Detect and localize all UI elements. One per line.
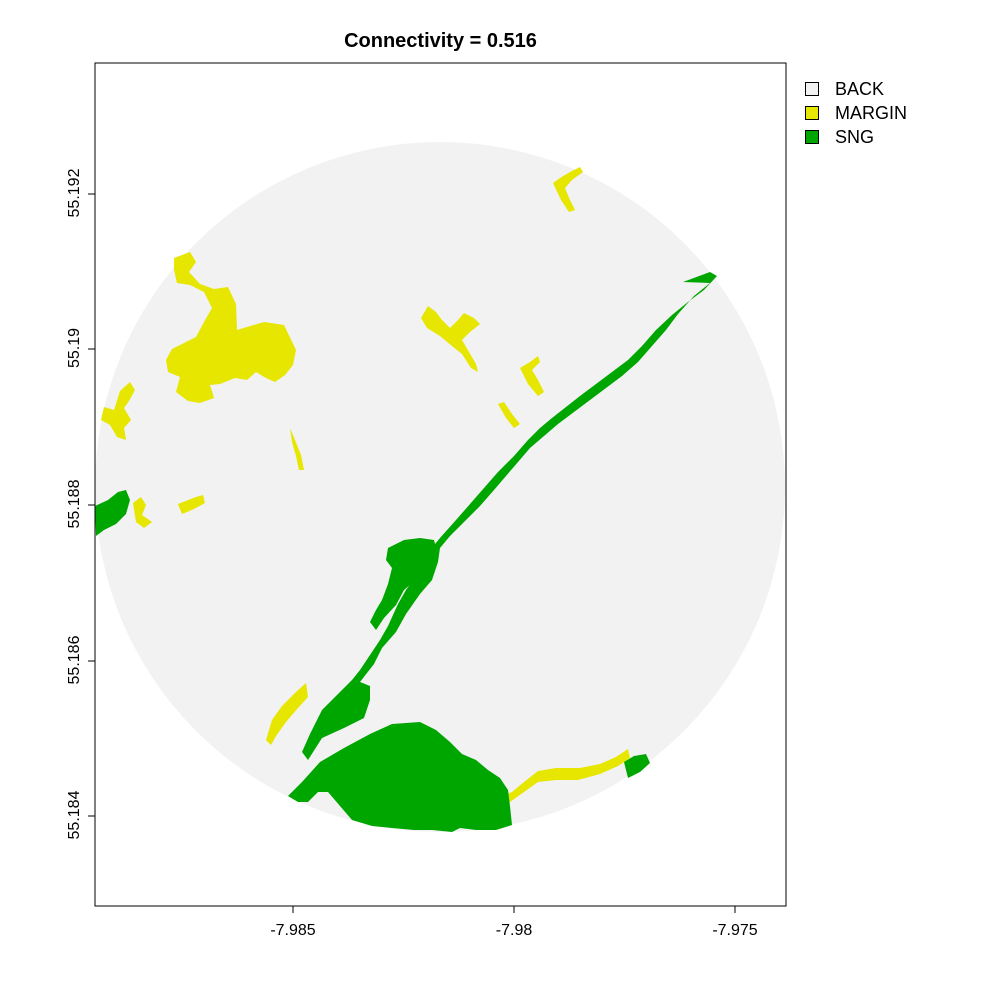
sng-mid-blob [370,538,438,630]
sng-left-edge [95,490,130,536]
y-axis [88,63,96,906]
y-tick-label: 55.188 [66,479,83,529]
margin-patches [101,167,630,806]
margin-patch-strip-2 [520,356,544,396]
x-tick-label: -7.98 [495,922,533,939]
margin-patch-strip-1 [290,428,304,470]
margin-patch-southeast [482,749,630,806]
legend-swatch-margin [805,106,819,120]
legend-item-margin: MARGIN [805,101,907,125]
legend: BACK MARGIN SNG [805,77,907,149]
legend-swatch-sng [805,130,819,144]
legend-item-sng: SNG [805,125,907,149]
legend-label-back: BACK [835,78,885,99]
margin-patch-left-2 [133,497,152,528]
legend-label-margin: MARGIN [835,102,907,123]
margin-patch-small-1 [178,495,205,514]
sng-patches [95,272,717,832]
sng-corridor [302,272,717,760]
margin-patch-mid [421,306,480,372]
y-tick-label: 55.192 [66,168,83,218]
margin-patch-strip-3 [498,402,520,428]
x-axis [95,905,786,913]
legend-swatch-back [805,82,819,96]
sng-large-south [288,722,512,832]
x-tick-label: -7.985 [270,922,316,939]
back-region [95,142,785,832]
margin-patch-top [553,167,583,212]
margin-patch-southwest [266,683,308,745]
legend-label-sng: SNG [835,126,875,147]
map-title: Connectivity = 0.516 [344,30,537,52]
x-tick-label: -7.975 [712,922,758,939]
sng-east-blob [624,754,650,778]
y-tick-label: 55.19 [66,327,83,369]
legend-item-back: BACK [805,77,907,101]
margin-patch-large [166,252,296,403]
y-tick-label: 55.186 [66,635,83,685]
y-tick-label: 55.184 [66,790,83,840]
margin-patch-left-1 [101,382,135,440]
